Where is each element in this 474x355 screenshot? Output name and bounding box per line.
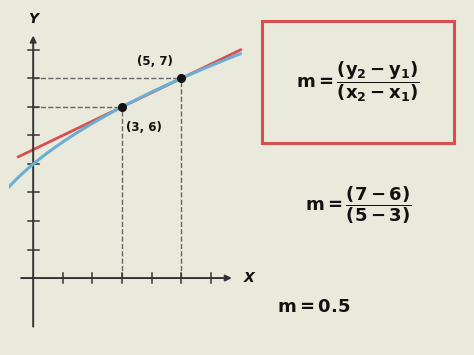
Text: Y: Y <box>28 12 38 26</box>
Text: (3, 6): (3, 6) <box>127 121 163 134</box>
Text: $\mathbf{m = \dfrac{(y_2 - y_1)}{(x_2 - x_1)}}$: $\mathbf{m = \dfrac{(y_2 - y_1)}{(x_2 - … <box>296 60 420 104</box>
Text: (5, 7): (5, 7) <box>137 55 173 69</box>
FancyBboxPatch shape <box>262 21 454 143</box>
Text: $\mathbf{m = 0.5}$: $\mathbf{m = 0.5}$ <box>277 298 350 316</box>
Text: $\mathbf{m = \dfrac{(7 - 6)}{(5 - 3)}}$: $\mathbf{m = \dfrac{(7 - 6)}{(5 - 3)}}$ <box>305 184 411 225</box>
Text: X: X <box>244 271 254 285</box>
